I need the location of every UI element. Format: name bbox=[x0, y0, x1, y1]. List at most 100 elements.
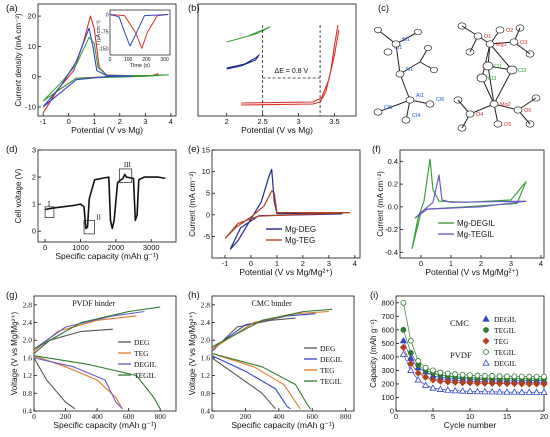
inset-x-label: Time (s) bbox=[130, 63, 150, 69]
y-tick-label: 300 bbox=[381, 366, 394, 375]
data-point bbox=[400, 326, 407, 333]
atom-label: O6 bbox=[524, 108, 531, 114]
x-tick-label: 3 bbox=[509, 259, 513, 268]
discharge-curve bbox=[211, 355, 291, 410]
bond bbox=[487, 65, 495, 105]
lsv-trace bbox=[241, 24, 339, 106]
data-point bbox=[504, 373, 510, 380]
panel-title: CMC binder bbox=[252, 299, 293, 308]
y-tick-label: 1.2 bbox=[23, 371, 33, 380]
y-tick-label: 10 bbox=[202, 167, 210, 176]
data-point bbox=[444, 378, 452, 386]
x-tick-label: 2 bbox=[225, 117, 229, 126]
carbon-atom bbox=[414, 28, 422, 36]
legend-label: TEGIL bbox=[320, 377, 342, 386]
data-point bbox=[407, 366, 415, 374]
data-point bbox=[414, 376, 422, 383]
atom-cl5 bbox=[373, 108, 383, 116]
atom-label: Cl1 bbox=[494, 64, 502, 70]
carbon-atom bbox=[457, 124, 467, 132]
atom-mg1 bbox=[485, 40, 495, 48]
atom-label: O1 bbox=[484, 34, 491, 40]
data-point bbox=[483, 327, 489, 333]
data-point bbox=[496, 379, 504, 388]
y-tick-label: 2.0 bbox=[23, 336, 33, 345]
x-tick-label: 1 bbox=[92, 117, 96, 126]
zoom-box bbox=[119, 168, 133, 183]
x-tick-label: 1 bbox=[275, 259, 279, 268]
atom-o1 bbox=[473, 32, 483, 40]
atom-al1 bbox=[405, 96, 415, 104]
x-tick-label: 0 bbox=[43, 243, 47, 252]
y-tick-label: 100 bbox=[381, 393, 394, 402]
panel-c: Cl1 Al1 N1 Si1 Cl6 Cl5 Cl4 Mg1 O1 O2 O3 Cl1 Cl2 Cl3 Mg… bbox=[373, 22, 541, 132]
data-point bbox=[483, 349, 489, 355]
panel-label: (b) bbox=[188, 3, 200, 14]
panel-label: (d) bbox=[6, 144, 18, 155]
y-axis-label: Cell voltage (V) bbox=[14, 168, 23, 223]
data-point bbox=[399, 350, 408, 357]
legend-label: DEGIL bbox=[494, 359, 517, 368]
carbon-atom bbox=[374, 26, 382, 34]
data-point bbox=[482, 359, 490, 366]
panel-label: (c) bbox=[378, 3, 389, 14]
data-point bbox=[466, 379, 474, 387]
data-point bbox=[473, 379, 481, 387]
legend-label: Mg-DEG bbox=[285, 225, 316, 234]
atom-label: N1 bbox=[406, 67, 413, 73]
y-tick-label: 1.6 bbox=[23, 353, 33, 362]
data-point bbox=[488, 379, 496, 387]
y-tick-label: 10 bbox=[28, 42, 36, 51]
panel-e: -1 0 1 2 3 4 -5 0 5 10 15 Potential (V vs Mg/Mg²⁺) C… bbox=[188, 146, 361, 277]
y-tick-label: 2.4 bbox=[23, 318, 33, 327]
atom-cl3 bbox=[476, 73, 488, 83]
inset-trace bbox=[226, 26, 271, 43]
y-tick-label: 0.4 bbox=[201, 407, 211, 416]
x-tick-label: -1 bbox=[40, 117, 47, 126]
y-tick-label: 400 bbox=[381, 352, 394, 361]
inset-x-tick-label: 100 bbox=[124, 57, 133, 63]
data-point bbox=[444, 386, 452, 393]
y-axis-label: Current (mA cm⁻²) bbox=[188, 171, 197, 237]
data-point bbox=[407, 337, 414, 344]
inset-x-tick-label: 200 bbox=[142, 57, 151, 63]
x-tick-label: 0 bbox=[394, 412, 398, 421]
legend-label: TEGIL bbox=[494, 326, 516, 335]
atom-label: Mg2 bbox=[500, 102, 511, 108]
atom-label: Cl4 bbox=[412, 113, 420, 119]
data-point bbox=[474, 372, 481, 379]
data-point bbox=[518, 388, 526, 395]
atom-cl1 bbox=[383, 48, 393, 56]
x-axis-label: Specific capacity (mAh g⁻¹) bbox=[53, 420, 156, 430]
discharge-curve bbox=[33, 355, 161, 410]
data-point bbox=[407, 349, 414, 356]
x-tick-label: 20 bbox=[540, 412, 548, 421]
data-point bbox=[511, 373, 518, 380]
bond bbox=[377, 99, 411, 113]
atom-label: Cl2 bbox=[518, 68, 526, 74]
data-point bbox=[444, 370, 451, 377]
panel-title: PVDF binder bbox=[72, 299, 115, 308]
y-axis-label: Voltage (V vs Mg/Mg²⁺) bbox=[188, 311, 197, 395]
legend-label: DEG bbox=[320, 344, 336, 353]
bond bbox=[399, 73, 411, 101]
x-tick-label: 3 bbox=[296, 117, 300, 126]
y-axis-label: Voltage (V vs Mg/Mg²⁺) bbox=[10, 311, 19, 395]
legend-label: TEG bbox=[134, 349, 149, 358]
atom-label: Cl3 bbox=[488, 76, 496, 82]
panel-d: 0 1000 2000 3000 0 1 2 3 Specific capacity (mAh … bbox=[14, 146, 177, 261]
x-axis-label: Potential (V vs Mg/Mg²⁺) bbox=[239, 267, 332, 277]
y-tick-label: 700 bbox=[381, 312, 394, 321]
inset-trace bbox=[226, 54, 260, 70]
discharge-curve bbox=[33, 357, 76, 410]
panel-h: 0 200 400 600 800 0.4 0.8 1.2 1.6 2.0 2.4 2.8 Specif… bbox=[188, 295, 355, 430]
x-tick-label: 0 bbox=[249, 259, 253, 268]
x-axis-label: Specific capacity (mAh g⁻¹) bbox=[231, 420, 334, 430]
x-axis-label: Potential (V vs Mg) bbox=[241, 125, 313, 135]
x-tick-label: 200 bbox=[240, 412, 252, 421]
legend-label: Mg-TEG bbox=[285, 236, 315, 245]
x-tick-label: 4 bbox=[353, 259, 357, 268]
y-tick-label: 2.8 bbox=[201, 300, 211, 309]
data-point bbox=[459, 371, 466, 378]
